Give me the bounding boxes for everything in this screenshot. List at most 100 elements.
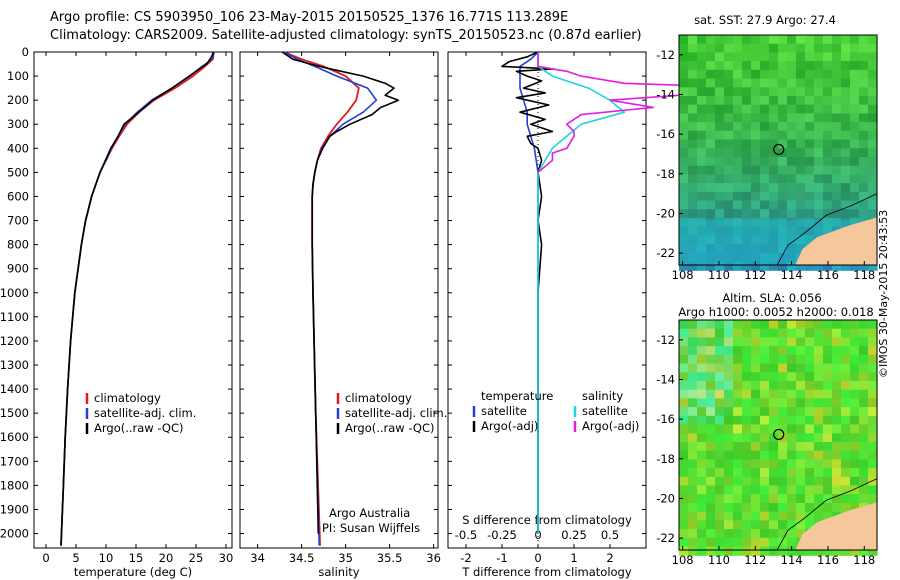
depth-tick-label: 1600 (0, 430, 29, 444)
depth-tick-label: 0 (22, 45, 29, 59)
depth-tick-label: 1900 (0, 502, 29, 516)
temp-legend-label: Argo(-adj) (481, 419, 538, 433)
salinity-series-argo (281, 51, 400, 534)
float-owner-label: Argo Australia (329, 506, 410, 520)
sst_map-ytick-label: -22 (656, 246, 675, 260)
temperature-xtick-label: 30 (219, 551, 234, 565)
depth-tick-label: 1000 (0, 286, 29, 300)
temperature-legend-label: climatology (94, 391, 161, 405)
salinity-diff-tick-label: 0.5 (601, 528, 619, 542)
salinity-diff-tick-label: 0.25 (561, 528, 587, 542)
sla_map-ytick-label: -22 (656, 531, 675, 545)
sst_map-xtick-label: 112 (744, 268, 766, 282)
depth-tick-label: 200 (7, 93, 29, 107)
depth-tick-label: 800 (7, 238, 29, 252)
sst_map-land (795, 217, 877, 265)
difference-xtick-label: 2 (606, 551, 613, 565)
salinity-xtick-label: 34.5 (289, 551, 315, 565)
salinity-frame (239, 51, 439, 549)
sal-legend-label: satellite (582, 404, 628, 418)
temperature-legend-label: Argo(..raw -QC) (94, 421, 184, 435)
salinity-legend-label: climatology (345, 391, 412, 405)
temperature-xtick-label: 10 (99, 551, 114, 565)
climatology-title: Climatology: CARS2009. Satellite-adjuste… (50, 28, 642, 43)
sla_map-frame (678, 319, 878, 551)
depth-tick-label: 300 (7, 117, 29, 131)
salinity-xlabel: salinity (318, 565, 359, 579)
temperature-xtick-label: 15 (129, 551, 144, 565)
temperature-xtick-label: 0 (42, 551, 49, 565)
depth-tick-label: 1700 (0, 454, 29, 468)
depth-tick-label: 1200 (0, 334, 29, 348)
salinity-xtick-label: 35.5 (377, 551, 403, 565)
difference-xlabel: T difference from climatology (461, 565, 632, 579)
sla_map-xtick-label: 118 (853, 553, 875, 567)
sla_map-ytick-label: -14 (656, 372, 675, 386)
salinity-xtick-label: 34 (250, 551, 265, 565)
sst_map-ytick-label: -20 (656, 206, 675, 220)
sla_map-ytick-label: -20 (656, 491, 675, 505)
temperature-frame (33, 51, 233, 549)
sst_map-ytick-label: -12 (656, 48, 675, 62)
sla_map-xtick-label: 110 (708, 553, 730, 567)
depth-tick-label: 1300 (0, 358, 29, 372)
difference-xtick-label: -2 (460, 551, 471, 565)
temperature-legend-label: satellite-adj. clim. (94, 406, 196, 420)
sla_map-ytick-label: -16 (656, 412, 675, 426)
salinity-diff-tick-label: -0.5 (455, 528, 477, 542)
sla_map-argo-location-marker (773, 428, 785, 441)
sst_map-bathymetry-contour (776, 193, 878, 266)
depth-tick-label: 600 (7, 189, 29, 203)
sst_map-ytick-label: -16 (656, 127, 675, 141)
depth-tick-label: 1500 (0, 406, 29, 420)
salinity-legend-label: satellite-adj. clim. (345, 406, 447, 420)
depth-tick-label: 500 (7, 165, 29, 179)
sst_map-frame (678, 34, 878, 266)
salinity-legend-label: Argo(..raw -QC) (345, 421, 435, 435)
sla-map-subtitle: Argo h1000: 0.0052 h2000: 0.018 (678, 305, 873, 319)
pi-label: PI: Susan Wijffels (322, 521, 420, 535)
profile-title: Argo profile: CS 5903950_106 23-May-2015… (50, 10, 569, 25)
sla_map-xtick-label: 112 (744, 553, 766, 567)
difference-xtick-label: 1 (570, 551, 577, 565)
sla_map-land (795, 502, 877, 550)
difference-frame (447, 51, 647, 549)
depth-tick-label: 400 (7, 141, 29, 155)
sal-legend-label: Argo(-adj) (582, 419, 639, 433)
salinity-xtick-label: 35 (338, 551, 353, 565)
sal-legend-title: salinity (582, 389, 623, 403)
diff-series-salinity-argo-adj- (537, 52, 770, 174)
sla_map-xtick-label: 116 (817, 553, 839, 567)
sla_map-xtick-label: 114 (781, 553, 803, 567)
sst-map-title: sat. SST: 27.9 Argo: 27.4 (694, 13, 836, 27)
sst_map-xtick-label: 116 (817, 268, 839, 282)
salinity-diff-label: S difference from climatology (462, 513, 632, 527)
sst_map-xtick-label: 108 (672, 268, 694, 282)
depth-tick-label: 1400 (0, 382, 29, 396)
temperature-xtick-label: 5 (72, 551, 79, 565)
sst_map-argo-location-marker (773, 143, 785, 156)
sla_map-bathymetry-contour (776, 478, 878, 551)
depth-tick-label: 1800 (0, 478, 29, 492)
temp-legend-label: satellite (481, 404, 527, 418)
sla_map-ytick-label: -18 (656, 452, 675, 466)
temp-legend-title: temperature (481, 389, 553, 403)
depth-tick-label: 2000 (0, 527, 29, 541)
depth-tick-label: 100 (7, 69, 29, 83)
sst_map-xtick-label: 110 (708, 268, 730, 282)
temperature-xlabel: temperature (deg C) (74, 565, 192, 579)
salinity-xtick-label: 36 (426, 551, 441, 565)
sla-map-title: Altim. SLA: 0.056 (722, 291, 821, 305)
temperature-xtick-label: 20 (159, 551, 174, 565)
temperature-xtick-label: 25 (189, 551, 204, 565)
difference-xtick-label: 0 (534, 551, 541, 565)
temperature-series-argo (60, 51, 215, 546)
salinity-diff-tick-label: 0 (534, 528, 541, 542)
sst_map-xtick-label: 118 (853, 268, 875, 282)
diff-series-temperature-argo-adj- (501, 51, 554, 534)
diff-series-salinity-satellite (537, 52, 626, 534)
depth-tick-label: 900 (7, 262, 29, 276)
sst_map-ytick-label: -14 (656, 87, 675, 101)
sst_map-xtick-label: 114 (781, 268, 803, 282)
